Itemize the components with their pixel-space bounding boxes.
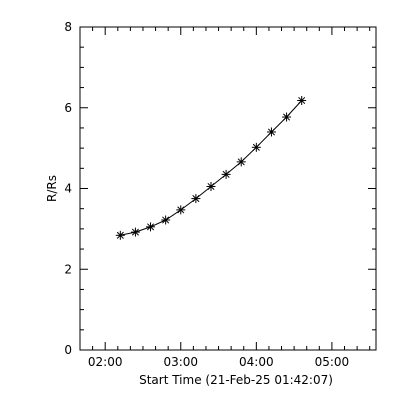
asterisk-marker-stroke [283, 113, 291, 121]
asterisk-marker-stroke [252, 143, 260, 151]
asterisk-marker-stroke [207, 182, 215, 191]
asterisk-marker-stroke [222, 170, 230, 178]
y-tick-label: 6 [64, 101, 72, 115]
x-axis-title: Start Time (21-Feb-25 01:42:07) [139, 373, 333, 387]
y-tick-label: 2 [64, 262, 72, 276]
data-point [206, 181, 216, 191]
data-point [191, 194, 201, 204]
asterisk-marker-stroke [192, 195, 200, 203]
plot-frame [79, 26, 377, 351]
y-tick-label: 4 [64, 182, 72, 196]
y-axis-title: R/Rs [45, 175, 59, 202]
y-tick-label: 8 [64, 20, 72, 34]
data-point [297, 95, 307, 105]
asterisk-marker-stroke [147, 223, 155, 231]
series-line [120, 100, 303, 236]
data-point [266, 127, 276, 137]
asterisk-marker-stroke [131, 228, 139, 236]
data-point [130, 227, 140, 237]
x-tick-label: 05:00 [315, 355, 350, 369]
asterisk-marker-stroke [162, 216, 170, 224]
data-point [115, 230, 125, 240]
data-point [236, 157, 246, 167]
data-point [221, 169, 231, 179]
x-tick-label: 03:00 [163, 355, 198, 369]
data-point [161, 215, 171, 225]
data-point [176, 205, 186, 215]
asterisk-marker-stroke [298, 96, 306, 105]
asterisk-marker-stroke [177, 206, 185, 214]
data-point [282, 112, 292, 122]
asterisk-marker-stroke [116, 231, 124, 239]
x-tick-label: 04:00 [239, 355, 274, 369]
asterisk-marker-stroke [267, 128, 275, 136]
data-point [146, 222, 156, 232]
y-tick-label: 0 [64, 343, 72, 357]
x-tick-label: 02:00 [88, 355, 123, 369]
asterisk-marker-stroke [237, 158, 245, 166]
data-point [251, 142, 261, 152]
plot-area: 0 2 4 6 8 02:00 03:00 04:00 05:00 Start Time (21-… [45, 20, 377, 387]
